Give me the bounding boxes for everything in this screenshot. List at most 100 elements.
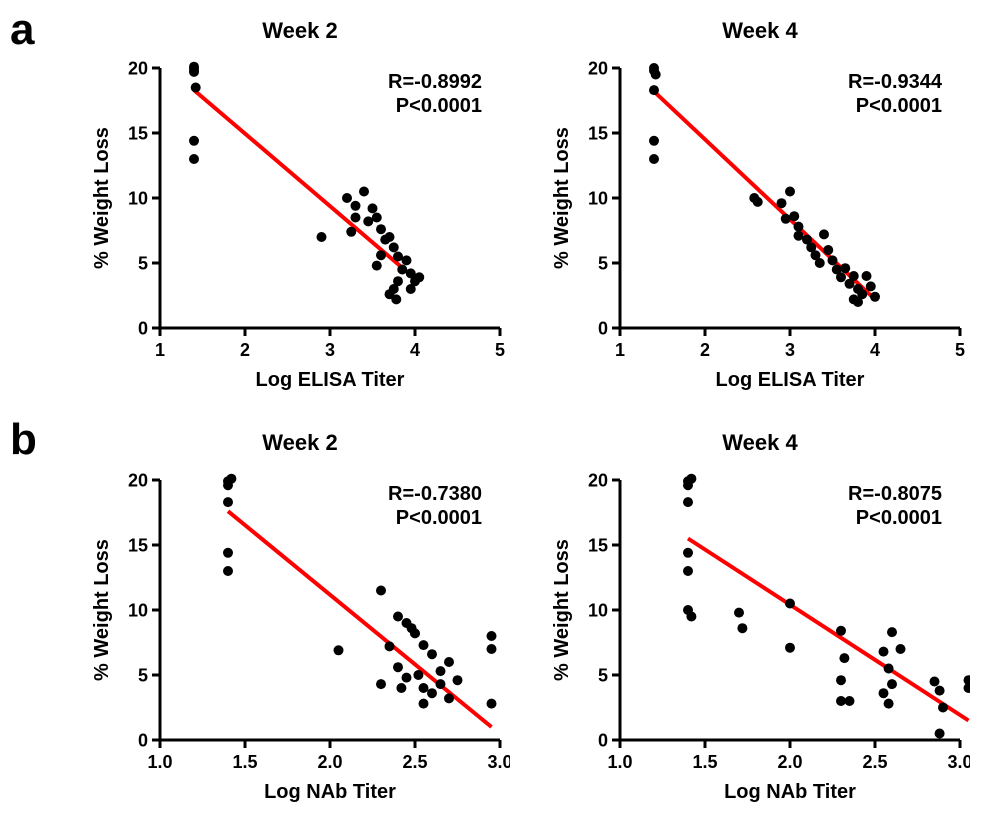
x-tick-label: 2.5 [862, 752, 887, 772]
data-point [737, 623, 747, 633]
data-point [372, 261, 382, 271]
y-tick-label: 0 [138, 730, 148, 750]
y-tick-label: 15 [128, 535, 148, 555]
y-tick-label: 5 [598, 665, 608, 685]
data-point [393, 252, 403, 262]
stat-r: R=-0.9344 [848, 70, 942, 94]
data-point [363, 216, 373, 226]
data-point [935, 686, 945, 696]
chart-title: Week 2 [90, 430, 510, 456]
panel-label-a: a [10, 5, 34, 55]
data-point [649, 136, 659, 146]
x-tick-label: 4 [870, 340, 880, 360]
data-point [789, 211, 799, 221]
data-point [351, 201, 361, 211]
y-tick-label: 15 [588, 123, 608, 143]
data-point [938, 703, 948, 713]
data-point [862, 271, 872, 281]
data-point [794, 222, 804, 232]
data-point [359, 187, 369, 197]
data-point [376, 679, 386, 689]
data-point [819, 229, 829, 239]
data-point [781, 214, 791, 224]
y-tick-label: 0 [598, 730, 608, 750]
data-point [402, 255, 412, 265]
x-axis-label: Log ELISA Titer [256, 369, 405, 391]
data-point [223, 548, 233, 558]
data-point [427, 688, 437, 698]
data-point [785, 187, 795, 197]
data-point [444, 693, 454, 703]
data-point [649, 85, 659, 95]
data-point [836, 626, 846, 636]
data-point [419, 699, 429, 709]
y-tick-label: 20 [128, 470, 148, 490]
y-tick-label: 0 [598, 318, 608, 338]
data-point [896, 644, 906, 654]
y-tick-label: 20 [588, 470, 608, 490]
stat-p: P<0.0001 [848, 506, 942, 530]
data-point [419, 640, 429, 650]
chart-title: Week 4 [550, 430, 970, 456]
y-tick-label: 10 [588, 600, 608, 620]
data-point [930, 677, 940, 687]
x-tick-label: 1.5 [232, 752, 257, 772]
y-tick-label: 5 [598, 253, 608, 273]
data-point [686, 474, 696, 484]
data-point [391, 294, 401, 304]
x-tick-label: 2 [240, 340, 250, 360]
data-point [866, 281, 876, 291]
chart-b-week4: Week 41.01.52.02.53.005101520Log NAb Tit… [550, 430, 970, 810]
data-point [189, 136, 199, 146]
x-tick-label: 5 [955, 340, 965, 360]
x-tick-label: 3.0 [487, 752, 510, 772]
data-point [385, 232, 395, 242]
data-point [444, 657, 454, 667]
data-point [879, 688, 889, 698]
data-point [402, 673, 412, 683]
x-tick-label: 2.0 [777, 752, 802, 772]
data-point [226, 474, 236, 484]
x-tick-label: 1.5 [692, 752, 717, 772]
data-point [935, 729, 945, 739]
data-point [884, 664, 894, 674]
data-point [651, 70, 661, 80]
panel-label-b: b [10, 415, 37, 465]
data-point [334, 645, 344, 655]
data-point [853, 297, 863, 307]
data-point [887, 627, 897, 637]
y-axis-label: % Weight Loss [91, 539, 113, 681]
data-point [414, 272, 424, 282]
figure-container: a b Week 21234505101520Log ELISA Titer% … [0, 0, 1000, 828]
data-point [879, 647, 889, 657]
data-point [683, 497, 693, 507]
data-point [785, 643, 795, 653]
x-tick-label: 5 [495, 340, 505, 360]
x-tick-label: 2.5 [402, 752, 427, 772]
data-point [849, 271, 859, 281]
data-point [376, 586, 386, 596]
y-tick-label: 15 [588, 535, 608, 555]
data-point [487, 644, 497, 654]
data-point [223, 497, 233, 507]
data-point [223, 566, 233, 576]
stat-p: P<0.0001 [848, 94, 942, 118]
y-axis-label: % Weight Loss [551, 127, 573, 269]
data-point [397, 265, 407, 275]
x-tick-label: 3.0 [947, 752, 970, 772]
data-point [828, 255, 838, 265]
stat-r: R=-0.8075 [848, 482, 942, 506]
data-point [346, 227, 356, 237]
data-point [376, 224, 386, 234]
y-axis-label: % Weight Loss [551, 539, 573, 681]
x-tick-label: 3 [325, 340, 335, 360]
y-axis-label: % Weight Loss [91, 127, 113, 269]
data-point [815, 258, 825, 268]
data-point [396, 683, 406, 693]
chart-b-week2: Week 21.01.52.02.53.005101520Log NAb Tit… [90, 430, 510, 810]
data-point [389, 242, 399, 252]
data-point [376, 250, 386, 260]
x-tick-label: 3 [785, 340, 795, 360]
x-tick-label: 2.0 [317, 752, 342, 772]
data-point [753, 197, 763, 207]
